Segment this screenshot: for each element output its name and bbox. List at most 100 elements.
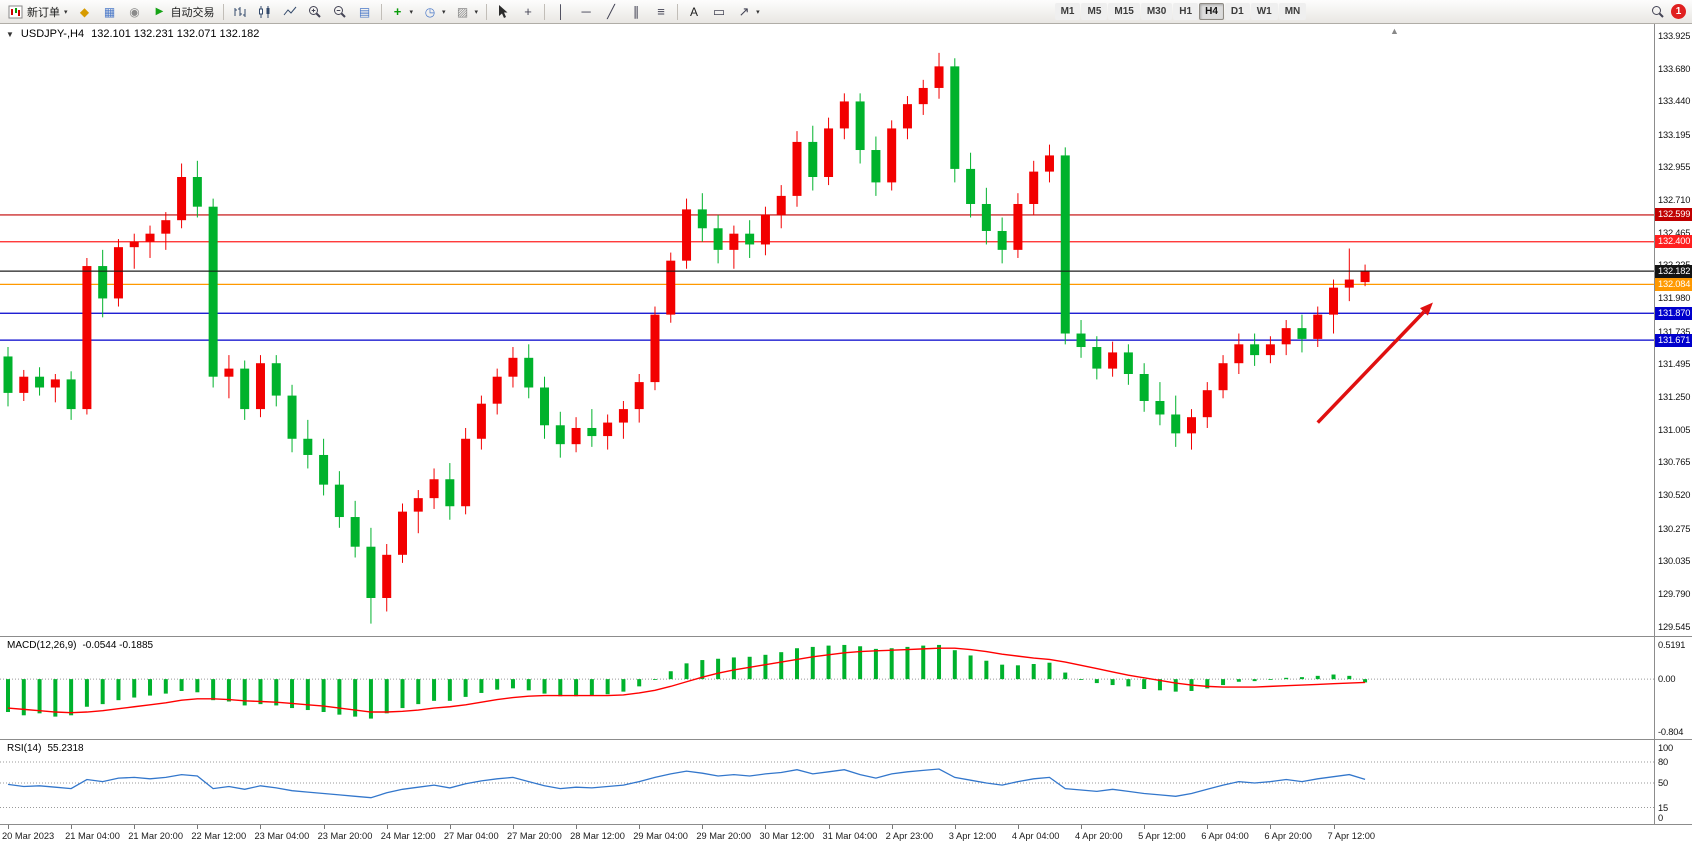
- horizontal-levels: [0, 214, 1654, 341]
- subwindow-collapse-icon[interactable]: ▲: [1390, 26, 1399, 36]
- date-tick: [1333, 825, 1335, 829]
- zoom-out-icon: [332, 4, 348, 20]
- text-tool-button[interactable]: A: [682, 2, 706, 22]
- timeframe-button-mn[interactable]: MN: [1278, 3, 1307, 20]
- candle: [713, 228, 723, 250]
- zoom-out-button[interactable]: [328, 2, 352, 22]
- caret-down-icon: ▾: [409, 8, 414, 16]
- date-label: 6 Apr 20:00: [1264, 831, 1312, 841]
- macd-bar: [921, 645, 926, 680]
- macd-bar: [1284, 677, 1289, 680]
- macd-bar: [889, 648, 894, 680]
- data-window-button[interactable]: ▦: [98, 2, 122, 22]
- tile-windows-button[interactable]: ▤: [353, 2, 377, 22]
- candle: [255, 363, 265, 410]
- panel-splitter[interactable]: [0, 636, 1692, 637]
- channel-tool-button[interactable]: ∥: [624, 2, 648, 22]
- templates-button[interactable]: ▨ ▾: [451, 2, 483, 22]
- time-axis[interactable]: 20 Mar 2023 21 Mar 04:00 21 Mar 20:00 22 Ma…: [0, 825, 1692, 849]
- macd-bar: [589, 679, 594, 696]
- date-tick: [1207, 825, 1209, 829]
- vertical-line-tool-button[interactable]: │: [549, 2, 573, 22]
- zoom-in-button[interactable]: [303, 2, 327, 22]
- notification-badge[interactable]: 1: [1671, 4, 1686, 19]
- periods-button[interactable]: ◷ ▾: [418, 2, 450, 22]
- fibonacci-tool-button[interactable]: ≡: [649, 2, 673, 22]
- timeframe-button-m15[interactable]: M15: [1108, 3, 1140, 20]
- date-label: 7 Apr 12:00: [1327, 831, 1376, 841]
- macd-bar: [195, 679, 200, 693]
- cursor-button[interactable]: [491, 2, 515, 22]
- price-tag-131.671: 131.671: [1655, 333, 1692, 347]
- rsi-panel[interactable]: RSI(14) 55.2318: [0, 740, 1654, 824]
- macd-canvas[interactable]: [0, 637, 1654, 739]
- candle: [66, 379, 76, 410]
- macd-bar: [1000, 664, 1005, 680]
- candle: [1123, 352, 1133, 375]
- price-tag-132.400: 132.400: [1655, 235, 1692, 249]
- price-chart-canvas[interactable]: [0, 24, 1654, 636]
- price-tick-label: 130.035: [1658, 555, 1691, 566]
- candle: [1187, 417, 1196, 434]
- panel-splitter[interactable]: [0, 739, 1692, 740]
- date-tick: [449, 825, 451, 829]
- macd-bar: [905, 646, 910, 680]
- crosshair-button[interactable]: +: [516, 2, 540, 22]
- macd-bar: [621, 679, 626, 692]
- timeframe-button-h1[interactable]: H1: [1173, 3, 1199, 20]
- candle: [382, 554, 392, 598]
- indicators-button[interactable]: + ▾: [386, 2, 418, 22]
- macd-bar: [1110, 679, 1115, 686]
- navigator-button[interactable]: ◉: [123, 2, 147, 22]
- macd-bar: [937, 644, 942, 680]
- crosshair-icon: +: [524, 4, 532, 19]
- date-tick: [8, 825, 9, 829]
- macd-bar: [810, 646, 815, 680]
- timeframe-button-m5[interactable]: M5: [1081, 3, 1108, 20]
- market-watch-button[interactable]: ◆: [73, 2, 97, 22]
- rsi-axis-label: 0: [1658, 813, 1663, 823]
- candle: [934, 66, 944, 88]
- macd-bar: [69, 679, 74, 716]
- candle: [618, 409, 628, 423]
- search-icon[interactable]: [1650, 4, 1666, 20]
- new-order-button[interactable]: 新订单 ▾: [4, 2, 72, 22]
- candle: [3, 356, 13, 393]
- timeframe-button-m1[interactable]: M1: [1054, 3, 1081, 20]
- price-axis[interactable]: 133.925 133.680 133.440 133.195 132.955 132.7…: [1654, 24, 1692, 824]
- bar-chart-button[interactable]: [228, 2, 252, 22]
- main-chart[interactable]: ▼ USDJPY-,H4 132.101 132.231 132.071 132…: [0, 24, 1654, 636]
- trendline-tool-button[interactable]: ╱: [599, 2, 623, 22]
- horizontal-line-tool-button[interactable]: ─: [574, 2, 598, 22]
- date-tick: [197, 825, 199, 829]
- date-label: 22 Mar 12:00: [191, 831, 247, 841]
- macd-bar: [700, 660, 705, 680]
- candle: [177, 177, 187, 221]
- candle: [1250, 344, 1260, 356]
- macd-panel[interactable]: MACD(12,26,9) -0.0544 -0.1885: [0, 637, 1654, 739]
- candle: [350, 517, 360, 547]
- rsi-canvas[interactable]: [0, 740, 1654, 824]
- price-tick-label: 132.710: [1658, 194, 1691, 205]
- candle-chart-button[interactable]: [253, 2, 277, 22]
- macd-bar: [779, 652, 784, 680]
- timeframe-button-h4[interactable]: H4: [1199, 3, 1224, 20]
- macd-bar: [1347, 675, 1352, 680]
- candle: [445, 479, 455, 507]
- macd-bar: [1157, 679, 1162, 691]
- timeframe-button-d1[interactable]: D1: [1224, 3, 1250, 20]
- timeframe-button-m30[interactable]: M30: [1140, 3, 1173, 20]
- macd-bar: [858, 646, 863, 680]
- candle: [35, 376, 45, 388]
- macd-bar: [416, 679, 421, 705]
- timeframe-button-w1[interactable]: W1: [1250, 3, 1278, 20]
- candle: [319, 454, 329, 485]
- label-tool-button[interactable]: ▭: [707, 2, 731, 22]
- macd-bar: [447, 679, 452, 701]
- macd-bar: [432, 679, 437, 701]
- autotrade-button[interactable]: ▶ 自动交易: [148, 2, 219, 22]
- arrows-tool-button[interactable]: ↗ ▾: [732, 2, 764, 22]
- arrow-annotation[interactable]: [1316, 310, 1426, 424]
- candle: [1108, 352, 1118, 369]
- line-chart-button[interactable]: [278, 2, 302, 22]
